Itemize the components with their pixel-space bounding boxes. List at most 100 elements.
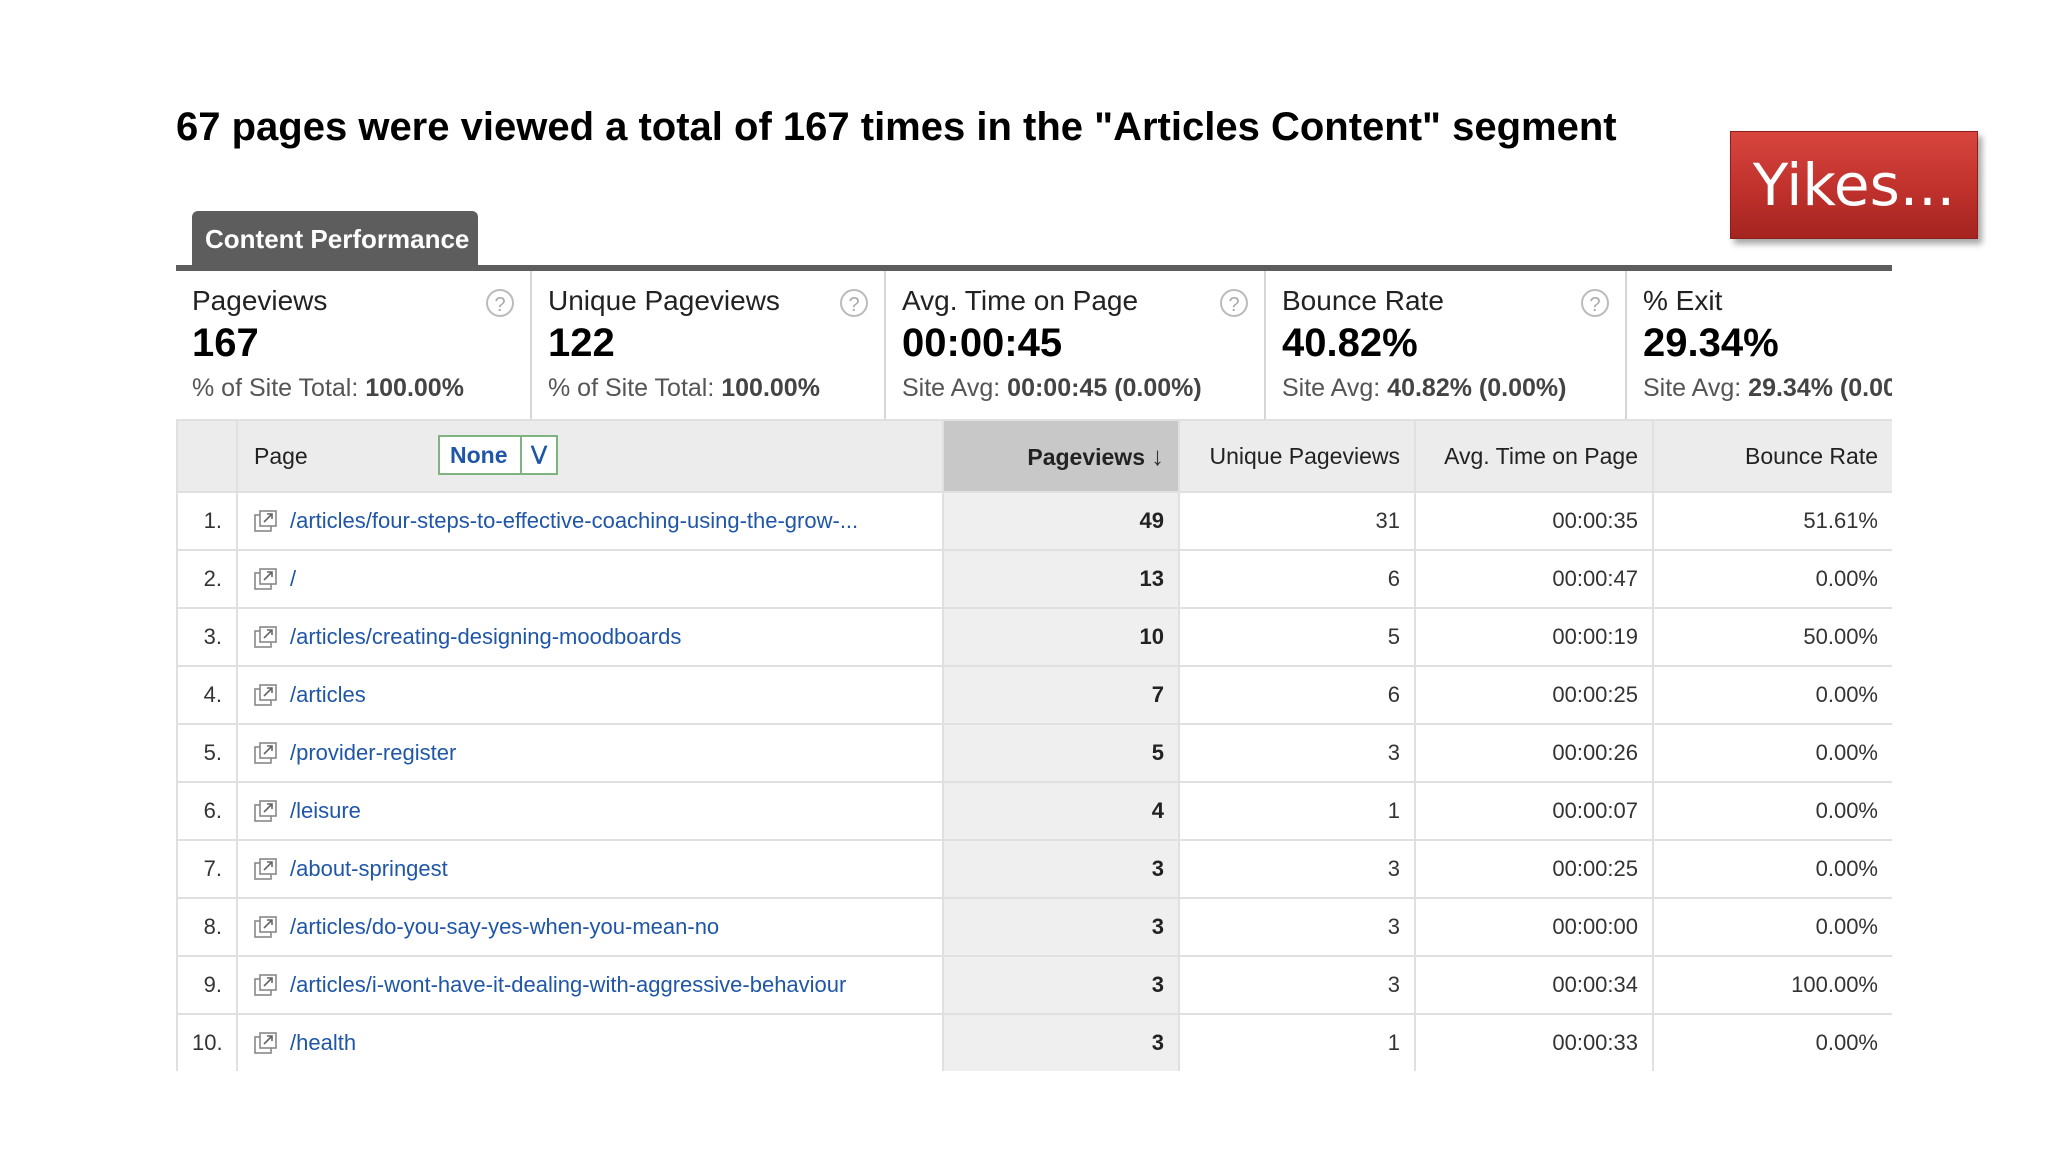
- open-external-icon[interactable]: [254, 974, 278, 996]
- row-unique-pageviews: 5: [1178, 607, 1416, 667]
- metric-avg-time-on-page: Avg. Time on Page 00:00:45 Site Avg: 00:…: [886, 271, 1266, 419]
- page-link[interactable]: /about-springest: [290, 856, 448, 881]
- metric-value: 40.82%: [1282, 321, 1418, 365]
- row-index: 3.: [176, 607, 238, 667]
- row-page: /articles: [236, 665, 944, 725]
- row-index: 1.: [176, 491, 238, 551]
- row-pageviews: 3: [942, 1013, 1180, 1071]
- page-link[interactable]: /articles/i-wont-have-it-dealing-with-ag…: [290, 972, 847, 997]
- metric-sub: Site Avg: 00:00:45 (0.00%): [902, 374, 1202, 402]
- metric-pageviews: Pageviews 167 % of Site Total: 100.00% ?: [176, 271, 532, 419]
- row-avg-time: 00:00:25: [1414, 839, 1654, 899]
- metric-sub: Site Avg: 29.34% (0.00: [1643, 374, 1892, 402]
- help-icon[interactable]: ?: [1220, 289, 1248, 317]
- row-pageviews: 3: [942, 955, 1180, 1015]
- row-bounce-rate: 0.00%: [1652, 781, 1892, 841]
- metric-value: 122: [548, 321, 615, 365]
- help-icon[interactable]: ?: [1581, 289, 1609, 317]
- row-avg-time: 00:00:34: [1414, 955, 1654, 1015]
- row-bounce-rate: 51.61%: [1652, 491, 1892, 551]
- table-row: 7./about-springest 3 3 00:00:25 0.00%: [176, 839, 1892, 899]
- metrics-summary: Pageviews 167 % of Site Total: 100.00% ?…: [176, 271, 1892, 421]
- row-bounce-rate: 0.00%: [1652, 897, 1892, 957]
- row-unique-pageviews: 3: [1178, 897, 1416, 957]
- header-page-label: Page: [254, 442, 308, 469]
- pages-table: Page None ⋁ Pageviews ↓ Unique Pageviews …: [176, 419, 1892, 1071]
- row-bounce-rate: 50.00%: [1652, 607, 1892, 667]
- chevron-down-icon: ⋁: [520, 437, 556, 473]
- help-icon[interactable]: ?: [840, 289, 868, 317]
- open-external-icon[interactable]: [254, 800, 278, 822]
- metric-label: Pageviews: [192, 285, 328, 316]
- table-row: 5. /provider-register 5 3 00:00:26 0.00%: [176, 723, 1892, 783]
- row-index: 8.: [176, 897, 238, 957]
- row-avg-time: 00:00:35: [1414, 491, 1654, 551]
- row-bounce-rate: 100.00%: [1652, 955, 1892, 1015]
- table-row: 3. /articles/creating-designing-moodboard…: [176, 607, 1892, 667]
- help-icon[interactable]: ?: [486, 289, 514, 317]
- open-external-icon[interactable]: [254, 510, 278, 532]
- row-avg-time: 00:00:19: [1414, 607, 1654, 667]
- page-link[interactable]: /articles: [290, 682, 366, 707]
- row-bounce-rate: 0.00%: [1652, 665, 1892, 725]
- row-pageviews: 10: [942, 607, 1180, 667]
- row-page: /articles/creating-designing-moodboards: [236, 607, 944, 667]
- open-external-icon[interactable]: [254, 626, 278, 648]
- page-link[interactable]: /articles/four-steps-to-effective-coachi…: [290, 508, 859, 533]
- table-header-row: Page None ⋁ Pageviews ↓ Unique Pageviews …: [176, 419, 1892, 493]
- tab-content-performance[interactable]: Content Performance: [192, 211, 478, 267]
- page-link[interactable]: /health: [290, 1030, 357, 1055]
- row-pageviews: 3: [942, 897, 1180, 957]
- open-external-icon[interactable]: [254, 916, 278, 938]
- row-pageviews: 5: [942, 723, 1180, 783]
- open-external-icon[interactable]: [254, 742, 278, 764]
- row-unique-pageviews: 3: [1178, 955, 1416, 1015]
- row-index: 2.: [176, 549, 238, 609]
- yikes-callout: Yikes...: [1730, 131, 1978, 239]
- page-link[interactable]: /: [290, 566, 297, 591]
- header-avg-time[interactable]: Avg. Time on Page: [1414, 419, 1654, 493]
- row-unique-pageviews: 3: [1178, 723, 1416, 783]
- table-row: 10. /health 3 1 00:00:33 0.00%: [176, 1013, 1892, 1071]
- metric-value: 00:00:45: [902, 321, 1063, 365]
- table-row: 6. /leisure 4 1 00:00:07 0.00%: [176, 781, 1892, 841]
- header-pageviews[interactable]: Pageviews ↓: [942, 419, 1180, 493]
- header-page[interactable]: Page None ⋁: [236, 419, 944, 493]
- open-external-icon[interactable]: [254, 858, 278, 880]
- metric-label: Bounce Rate: [1282, 285, 1444, 316]
- page-link[interactable]: /provider-register: [290, 740, 457, 765]
- row-page: /health: [236, 1013, 944, 1071]
- sort-down-icon: ↓: [1151, 440, 1164, 471]
- page-link[interactable]: /articles/do-you-say-yes-when-you-mean-n…: [290, 914, 720, 939]
- header-unique-pageviews[interactable]: Unique Pageviews: [1178, 419, 1416, 493]
- open-external-icon[interactable]: [254, 1032, 278, 1054]
- open-external-icon[interactable]: [254, 684, 278, 706]
- row-avg-time: 00:00:07: [1414, 781, 1654, 841]
- header-index: [176, 419, 238, 493]
- row-unique-pageviews: 6: [1178, 549, 1416, 609]
- secondary-dimension-select[interactable]: None ⋁: [438, 435, 558, 475]
- row-page: /articles/i-wont-have-it-dealing-with-ag…: [236, 955, 944, 1015]
- row-avg-time: 00:00:26: [1414, 723, 1654, 783]
- row-index: 9.: [176, 955, 238, 1015]
- page-link[interactable]: /articles/creating-designing-moodboards: [290, 624, 682, 649]
- report-panel: Pageviews 167 % of Site Total: 100.00% ?…: [176, 271, 1892, 1071]
- row-page: /provider-register: [236, 723, 944, 783]
- metric-unique-pageviews: Unique Pageviews 122 % of Site Total: 10…: [532, 271, 886, 419]
- table-row: 4. /articles 7 6 00:00:25 0.00%: [176, 665, 1892, 725]
- row-bounce-rate: 0.00%: [1652, 1013, 1892, 1071]
- row-avg-time: 00:00:33: [1414, 1013, 1654, 1071]
- row-unique-pageviews: 1: [1178, 1013, 1416, 1071]
- header-bounce-rate[interactable]: Bounce Rate: [1652, 419, 1892, 493]
- table-row: 9. /articles/i-wont-have-it-dealing-with-…: [176, 955, 1892, 1015]
- open-external-icon[interactable]: [254, 568, 278, 590]
- row-avg-time: 00:00:25: [1414, 665, 1654, 725]
- row-avg-time: 00:00:00: [1414, 897, 1654, 957]
- row-unique-pageviews: 3: [1178, 839, 1416, 899]
- row-page: /articles/do-you-say-yes-when-you-mean-n…: [236, 897, 944, 957]
- metric-label: Avg. Time on Page: [902, 285, 1139, 316]
- secondary-dimension-value: None: [450, 442, 508, 468]
- page-link[interactable]: /leisure: [290, 798, 361, 823]
- row-page: /about-springest: [236, 839, 944, 899]
- row-page: /: [236, 549, 944, 609]
